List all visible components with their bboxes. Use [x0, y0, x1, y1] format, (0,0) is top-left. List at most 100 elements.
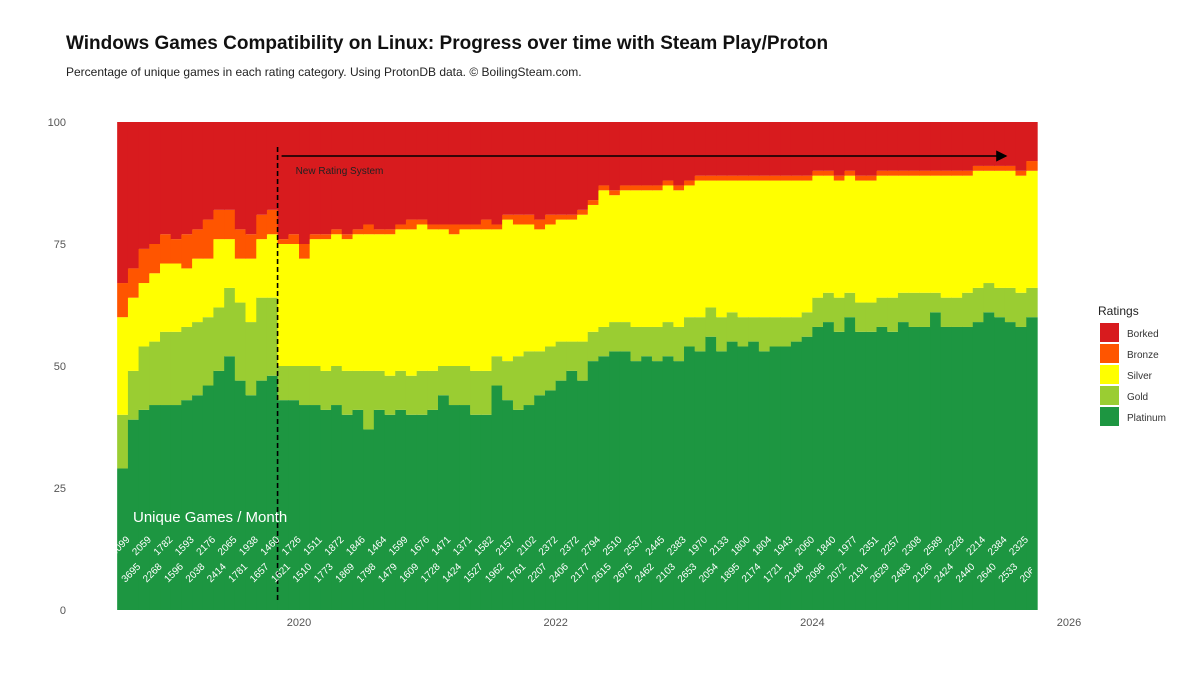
- area-segment: [630, 361, 642, 610]
- area-segment: [897, 292, 910, 323]
- area-segment: [448, 122, 461, 225]
- area-segment: [405, 414, 418, 610]
- area-segment: [812, 122, 824, 171]
- area-segment: [309, 366, 322, 406]
- area-segment: [266, 234, 279, 298]
- area-segment: [331, 229, 343, 235]
- area-segment: [299, 122, 311, 244]
- area-segment: [994, 122, 1006, 166]
- area-segment: [384, 234, 396, 376]
- area-segment: [437, 229, 450, 366]
- area-segment: [812, 297, 824, 327]
- area-segment: [587, 361, 600, 610]
- area-segment: [405, 122, 418, 220]
- legend-label: Gold: [1127, 392, 1148, 403]
- area-segment: [930, 170, 942, 176]
- area-segment: [737, 317, 749, 347]
- area-segment: [341, 370, 354, 415]
- area-segment: [192, 229, 204, 259]
- y-tick-label: 75: [54, 239, 66, 251]
- area-segment: [566, 341, 578, 371]
- area-segment: [598, 122, 610, 186]
- area-segment: [149, 341, 161, 406]
- area-segment: [202, 317, 215, 386]
- area-segment: [598, 185, 610, 191]
- area-segment: [566, 370, 578, 610]
- area-segment: [395, 224, 407, 230]
- area-segment: [416, 122, 428, 220]
- area-segment: [331, 405, 343, 610]
- y-tick-label: 50: [54, 361, 66, 373]
- area-segment: [577, 380, 589, 610]
- area-segment: [331, 234, 343, 366]
- area-segment: [416, 370, 428, 415]
- area-segment: [363, 429, 375, 610]
- area-segment: [876, 297, 888, 327]
- area-segment: [865, 180, 878, 303]
- area-segment: [994, 170, 1006, 288]
- area-segment: [459, 229, 471, 366]
- area-segment: [812, 175, 824, 298]
- area-segment: [769, 317, 781, 347]
- area-segment: [352, 229, 364, 235]
- area-segment: [213, 122, 225, 210]
- area-segment: [684, 180, 696, 186]
- area-segment: [363, 122, 375, 225]
- area-segment: [887, 122, 899, 171]
- area-segment: [726, 312, 739, 342]
- area-segment: [266, 297, 279, 376]
- area-segment: [790, 341, 803, 610]
- area-segment: [951, 326, 963, 610]
- area-segment: [619, 190, 632, 323]
- area-segment: [405, 229, 418, 376]
- area-segment: [758, 175, 771, 181]
- area-segment: [459, 405, 471, 610]
- area-segment: [149, 273, 161, 342]
- area-segment: [908, 170, 920, 176]
- area-segment: [865, 331, 878, 610]
- area-segment: [170, 263, 182, 332]
- area-segment: [470, 370, 482, 415]
- area-segment: [427, 122, 439, 225]
- area-segment: [780, 317, 792, 347]
- area-segment: [224, 122, 236, 210]
- area-segment: [1004, 165, 1017, 171]
- area-segment: [587, 200, 600, 205]
- area-segment: [534, 351, 546, 396]
- area-segment: [502, 122, 514, 215]
- area-segment: [416, 224, 428, 371]
- area-segment: [758, 180, 771, 318]
- area-segment: [202, 219, 215, 259]
- area-segment: [726, 180, 739, 313]
- area-segment: [962, 326, 974, 610]
- area-segment: [619, 122, 632, 186]
- area-segment: [972, 165, 985, 171]
- area-segment: [609, 195, 621, 323]
- area-segment: [673, 122, 685, 186]
- area-segment: [427, 370, 439, 410]
- area-segment: [930, 292, 942, 313]
- area-segment: [470, 414, 482, 610]
- area-segment: [833, 180, 846, 298]
- area-segment: [855, 302, 867, 332]
- area-segment: [823, 175, 835, 293]
- area-segment: [213, 370, 225, 610]
- area-segment: [651, 185, 664, 191]
- area-segment: [994, 165, 1006, 171]
- area-segment: [523, 214, 535, 225]
- area-segment: [716, 180, 728, 318]
- area-segment: [459, 122, 471, 225]
- area-segment: [833, 297, 846, 332]
- y-tick-label: 0: [60, 605, 66, 617]
- area-segment: [502, 214, 514, 220]
- area-segment: [962, 122, 974, 171]
- area-segment: [598, 190, 610, 327]
- area-segment: [748, 180, 760, 318]
- area-segment: [694, 180, 707, 318]
- area-segment: [341, 122, 354, 235]
- area-segment: [470, 229, 482, 371]
- area-segment: [266, 375, 279, 610]
- area-segment: [277, 239, 289, 244]
- area-segment: [416, 219, 428, 225]
- x-tick-label: 2026: [1057, 617, 1081, 629]
